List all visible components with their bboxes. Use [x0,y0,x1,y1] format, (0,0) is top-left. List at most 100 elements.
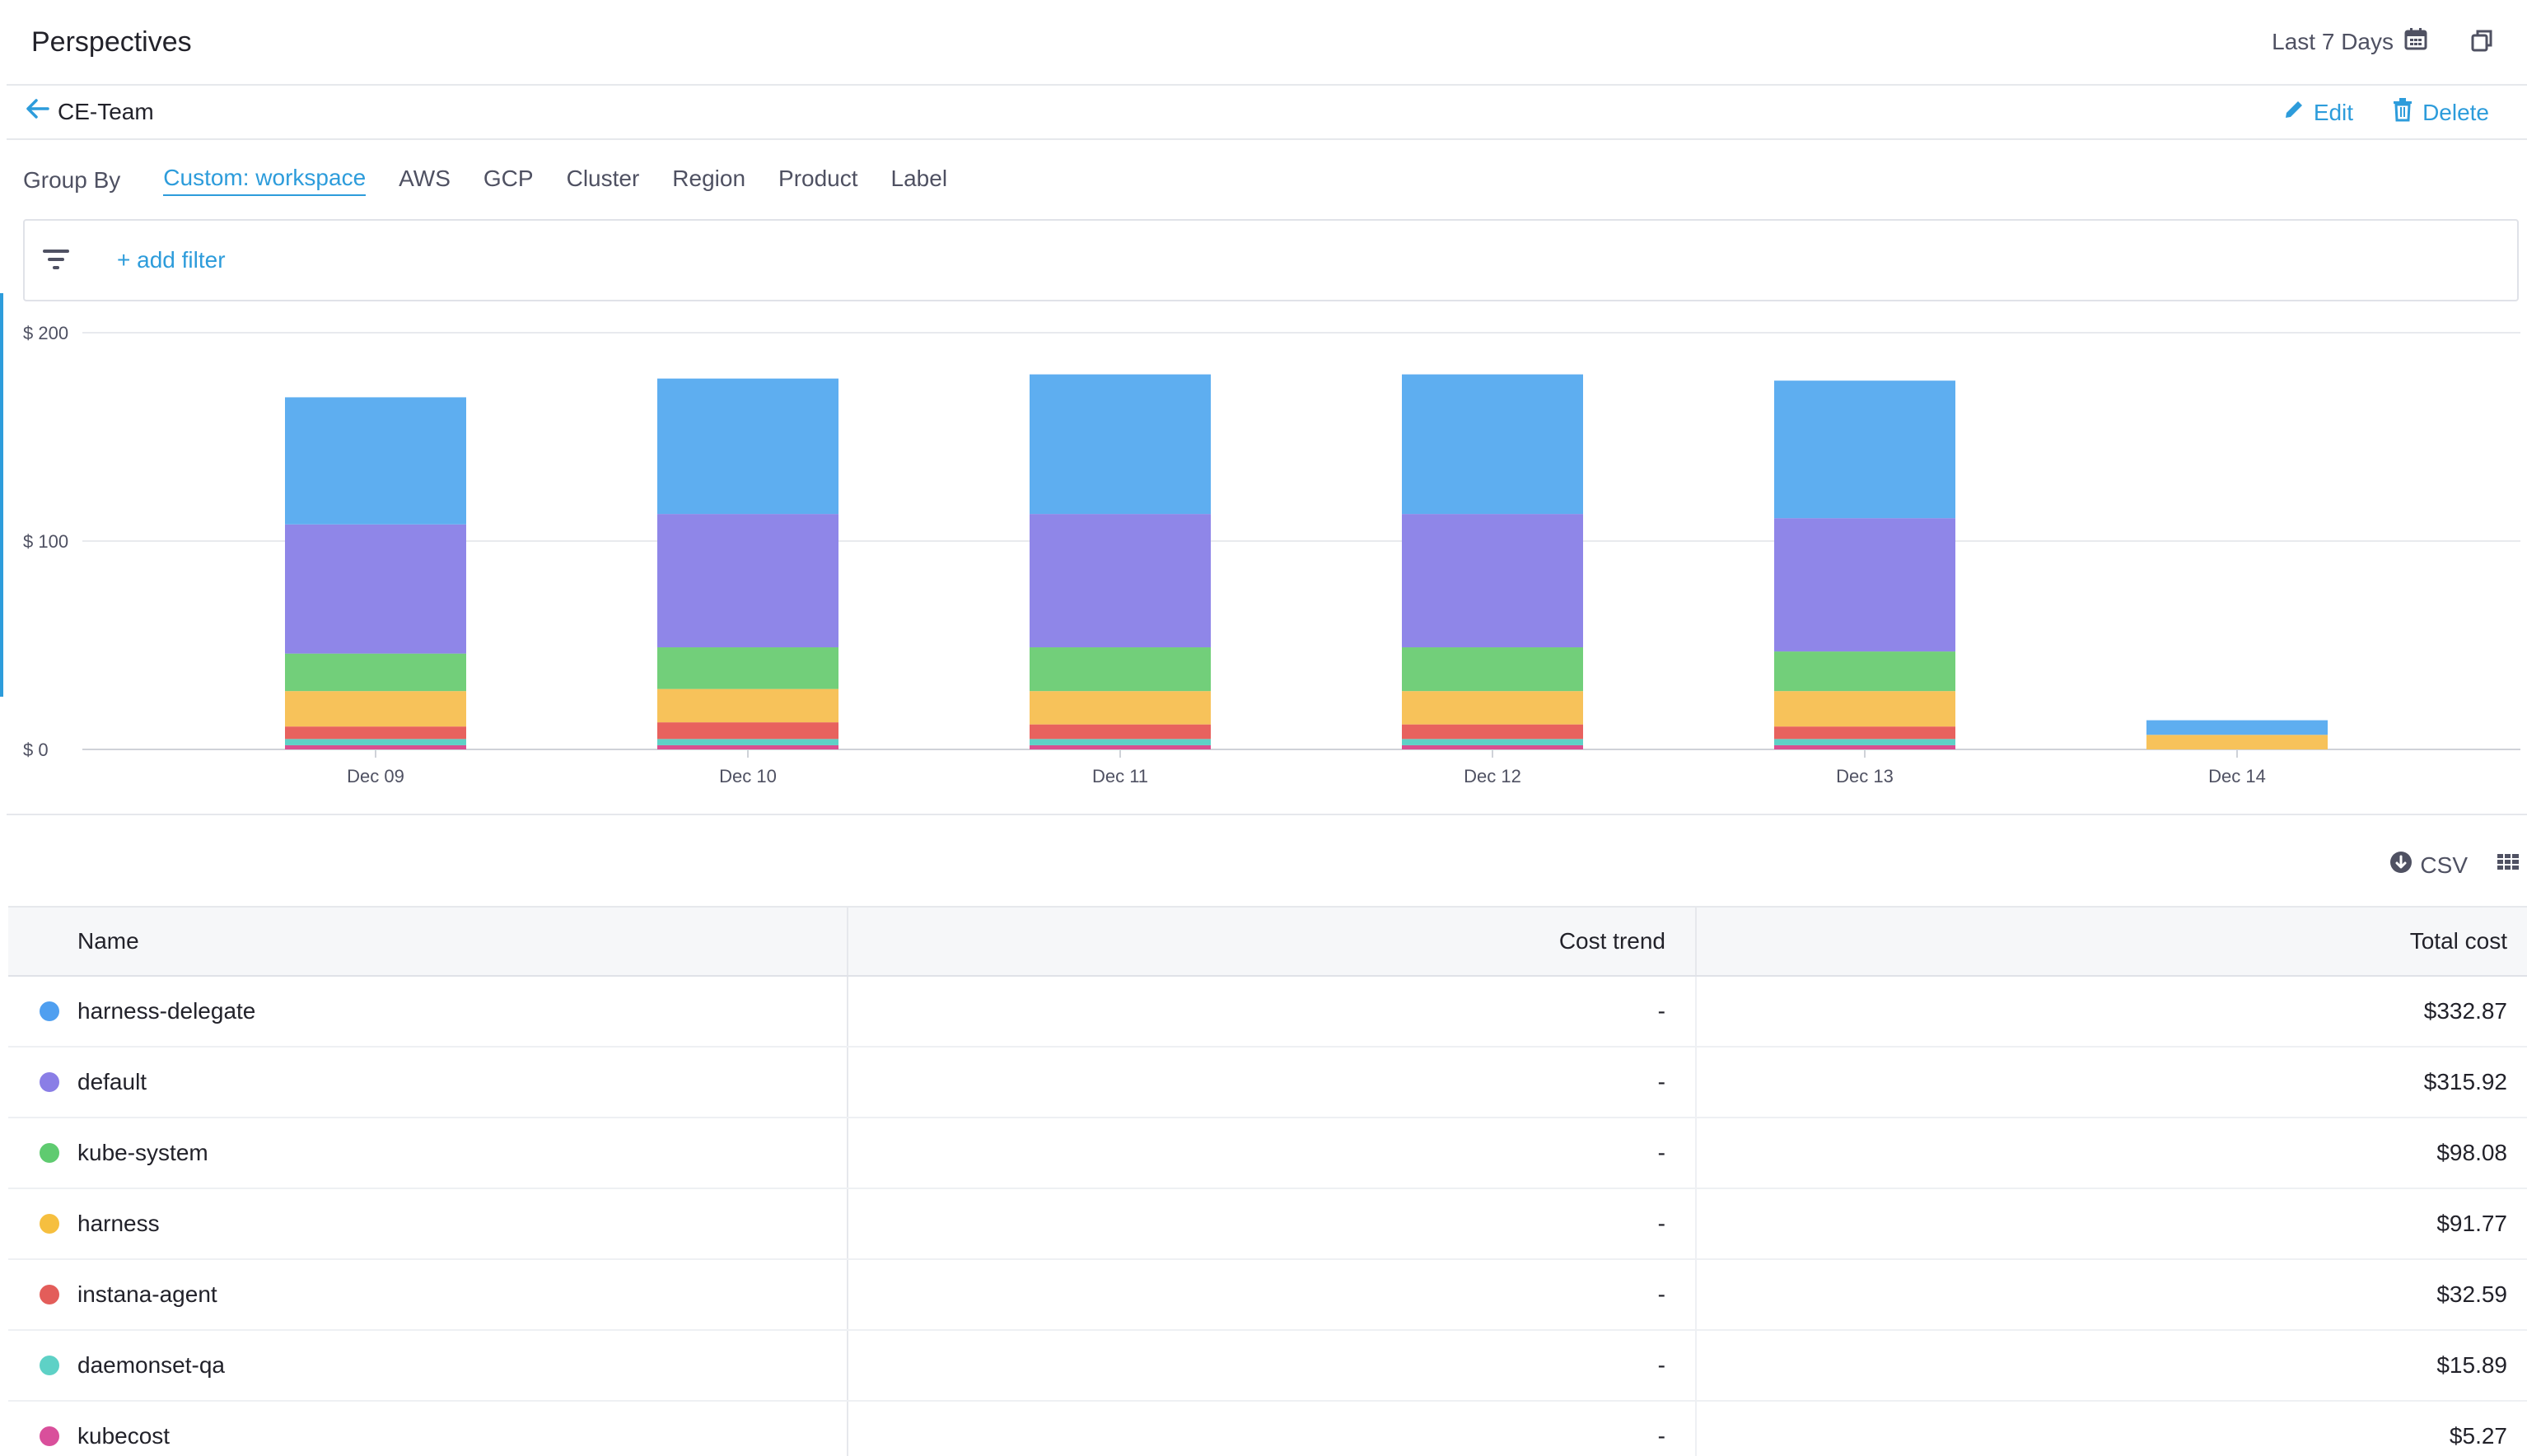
bar-segment-instana-agent[interactable] [1030,724,1211,740]
top-bar: Perspectives Last 7 Days [7,0,2527,86]
bar-segment-harness-delegate[interactable] [285,397,466,525]
bar-segment-kubecost[interactable] [1774,744,1955,749]
workspace-name: daemonset-qa [77,1352,226,1378]
arrow-left-icon[interactable] [25,97,49,126]
y-tick-label: $ 100 [23,531,68,552]
bar-segment-daemonset-qa[interactable] [1030,739,1211,745]
column-header-name[interactable]: Name [8,908,848,975]
date-range-picker[interactable]: Last 7 Days [2272,26,2428,57]
group-by-aws[interactable]: AWS [399,166,451,191]
bar-segment-harness-delegate[interactable] [657,378,838,515]
legend-dot [40,1214,59,1234]
bar-segment-daemonset-qa[interactable] [1774,739,1955,745]
x-tick-label: Dec 09 [347,766,404,786]
cell-name: instana-agent [8,1260,848,1329]
cell-cost-trend: - [848,1402,1697,1456]
bar-segment-instana-agent[interactable] [1402,724,1583,740]
page-title: Perspectives [31,26,192,58]
column-header-total-cost[interactable]: Total cost [2409,928,2507,954]
bar-segment-harness[interactable] [1030,691,1211,725]
legend-dot [40,1072,59,1092]
table-row[interactable]: daemonset-qa - $15.89 [8,1331,2527,1402]
grid-icon[interactable] [2496,852,2520,879]
bar-segment-kube-system[interactable] [285,653,466,692]
x-tick-label: Dec 14 [2208,766,2266,786]
bar-segment-harness[interactable] [1774,691,1955,727]
bar-segment-default[interactable] [1402,514,1583,648]
table-header: Name Cost trend Total cost [8,906,2527,977]
bar-segment-harness[interactable] [1402,691,1583,725]
delete-button[interactable]: Delete [2391,97,2489,128]
bar-segment-harness[interactable] [2146,735,2328,749]
bar-segment-default[interactable] [657,514,838,648]
bar-segment-harness[interactable] [657,688,838,723]
edit-button[interactable]: Edit [2282,97,2353,128]
bar-segment-harness[interactable] [285,691,466,727]
cell-total-cost: $15.89 [2436,1352,2507,1378]
bar-segment-default[interactable] [1774,518,1955,652]
bar-segment-default[interactable] [1030,514,1211,648]
bar-segment-daemonset-qa[interactable] [657,739,838,745]
bar-segment-default[interactable] [285,524,466,654]
table-row[interactable]: harness-delegate - $332.87 [8,977,2527,1048]
workspace-name: kubecost [77,1423,170,1449]
cell-total-cost: $32.59 [2436,1281,2507,1307]
cost-chart: $ 200 $ 100 $ 0 Dec 09 Dec 10 Dec 11 Dec 12 Dec… [7,313,2527,815]
group-by-gcp[interactable]: GCP [483,166,534,191]
workspace-name: harness [77,1211,160,1236]
bar-segment-kube-system[interactable] [657,647,838,689]
group-by-custom-workspace[interactable]: Custom: workspace [163,165,367,196]
group-by-product[interactable]: Product [778,166,858,191]
legend-dot [40,1285,59,1304]
bar-segment-harness-delegate[interactable] [1402,374,1583,515]
cell-name: harness [8,1189,848,1258]
bar-segment-harness-delegate[interactable] [2146,720,2328,735]
bar-segment-kube-system[interactable] [1030,647,1211,692]
group-by-cluster[interactable]: Cluster [566,166,640,191]
legend-dot [40,1001,59,1021]
csv-download-button[interactable]: CSV [2389,850,2468,880]
group-by-label[interactable]: Label [890,166,948,191]
bar-segment-instana-agent[interactable] [1774,726,1955,740]
download-icon [2389,850,2413,880]
add-filter-button[interactable]: + add filter [117,247,226,273]
x-tick-label: Dec 11 [1092,766,1148,786]
bar-segment-kubecost[interactable] [1402,744,1583,749]
cost-table: Name Cost trend Total cost harness-deleg… [8,906,2527,1456]
cell-total-cost: $98.08 [2436,1140,2507,1165]
table-row[interactable]: kube-system - $98.08 [8,1118,2527,1189]
scroll-indicator [0,293,3,697]
legend-dot [40,1143,59,1163]
legend-dot [40,1426,59,1446]
bar-segment-kubecost[interactable] [1030,744,1211,749]
bar-segment-instana-agent[interactable] [657,722,838,740]
calendar-icon[interactable] [2403,26,2428,57]
bar-segment-instana-agent[interactable] [285,726,466,740]
bar-segment-daemonset-qa[interactable] [285,739,466,745]
back-link[interactable]: CE-Team [25,97,154,126]
cell-name: kubecost [8,1402,848,1456]
group-by-label: Group By [23,167,121,193]
table-row[interactable]: default - $315.92 [8,1048,2527,1118]
bar-segment-daemonset-qa[interactable] [1402,739,1583,745]
filter-icon[interactable] [41,247,71,276]
x-tick-label: Dec 10 [719,766,777,786]
bar-segment-kubecost[interactable] [285,744,466,749]
bar-segment-kubecost[interactable] [657,744,838,749]
table-row[interactable]: harness - $91.77 [8,1189,2527,1260]
bar-segment-kube-system[interactable] [1402,647,1583,692]
table-row[interactable]: kubecost - $5.27 [8,1402,2527,1456]
table-row[interactable]: instana-agent - $32.59 [8,1260,2527,1331]
copy-icon[interactable] [2469,28,2494,57]
trash-icon [2391,97,2414,128]
perspective-actions: Edit Delete [2282,97,2489,128]
group-by-region[interactable]: Region [672,166,746,191]
bar-segment-kube-system[interactable] [1774,651,1955,692]
date-range-label: Last 7 Days [2272,28,2394,54]
bar-segment-harness-delegate[interactable] [1030,374,1211,515]
y-tick-label: $ 0 [23,740,49,760]
bar-segment-harness-delegate[interactable] [1774,380,1955,519]
column-header-cost-trend[interactable]: Cost trend [848,908,1697,975]
group-by-bar: Group By Custom: workspace AWS GCP Clust… [23,165,980,196]
perspective-name: CE-Team [58,98,154,124]
